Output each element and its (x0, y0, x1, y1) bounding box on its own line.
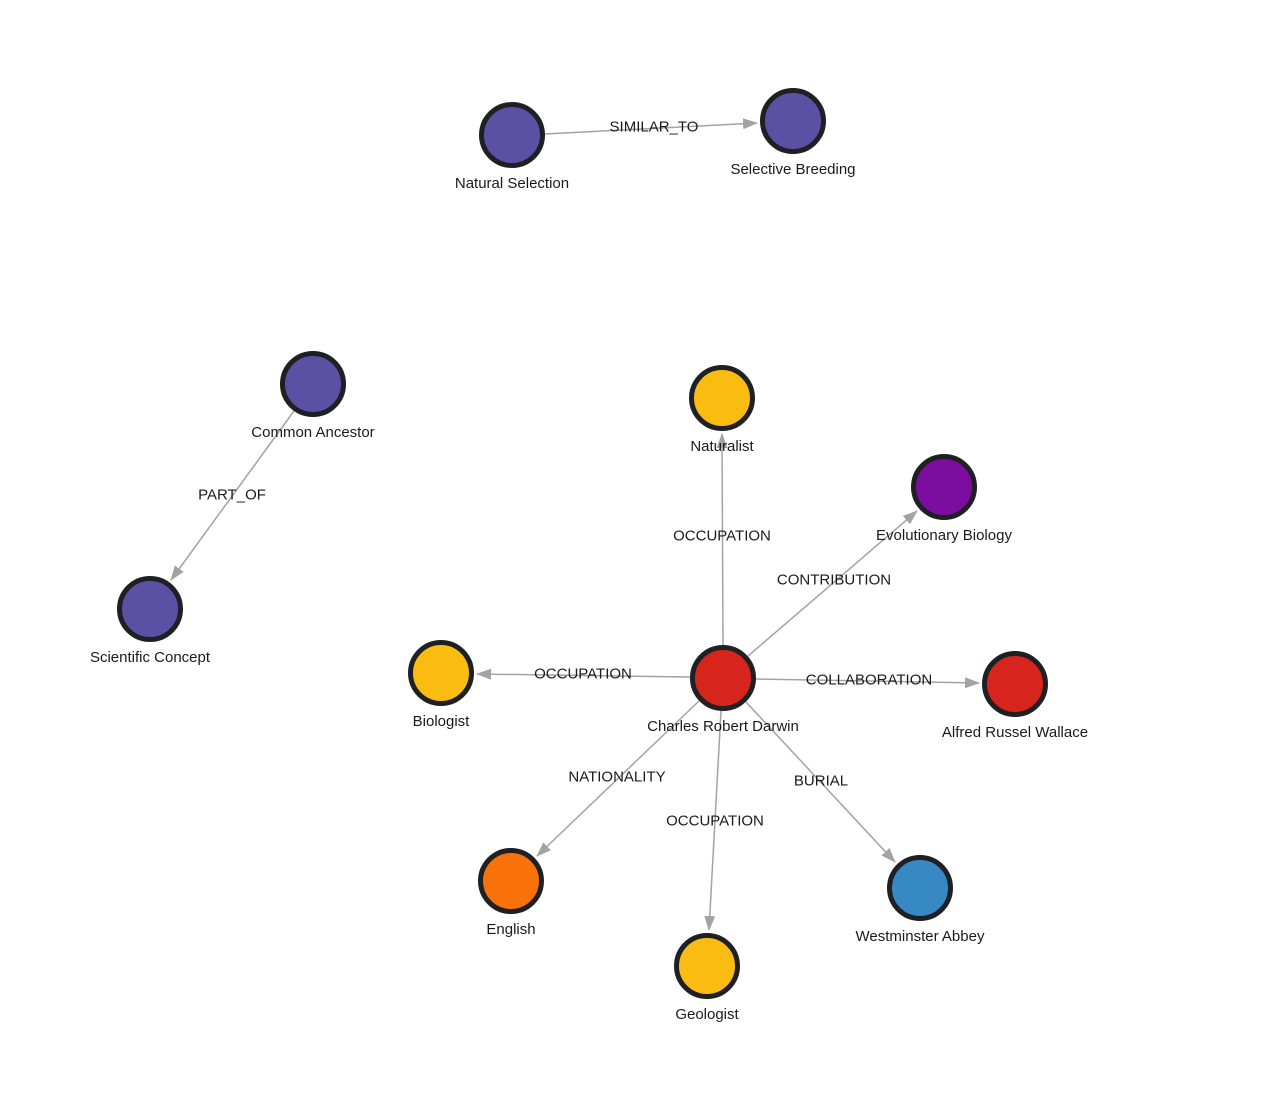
node-alfred-russel-wallace-circle[interactable] (982, 651, 1048, 717)
node-natural-selection-circle[interactable] (479, 102, 545, 168)
node-evolutionary-biology-circle[interactable] (911, 454, 977, 520)
edge-occupation-biologist[interactable] (476, 668, 691, 680)
edge-label-similar-to[interactable]: SIMILAR_TO (609, 118, 699, 136)
node-biologist-label: Biologist (412, 713, 470, 730)
edge-collaboration[interactable] (755, 677, 980, 689)
node-english-label: English (486, 921, 536, 938)
node-charles-robert-darwin-circle[interactable] (690, 645, 756, 711)
edge-similar-to[interactable] (544, 118, 758, 135)
edge-label-occupation-geologist[interactable]: OCCUPATION (666, 812, 764, 830)
edge-label-occupation-naturalist[interactable]: OCCUPATION (673, 527, 771, 545)
node-westminster-abbey-circle[interactable] (887, 855, 953, 921)
edge-label-nationality[interactable]: NATIONALITY (568, 768, 666, 786)
node-selective-breeding-label: Selective Breeding (730, 161, 856, 178)
edge-contribution[interactable] (747, 510, 918, 657)
edge-label-part-of[interactable]: PART_OF (198, 486, 266, 504)
edge-burial[interactable] (745, 701, 896, 863)
node-alfred-russel-wallace-label: Alfred Russel Wallace (941, 724, 1089, 741)
node-common-ancestor-label: Common Ancestor (251, 424, 375, 441)
node-evolutionary-biology-label: Evolutionary Biology (876, 527, 1012, 544)
node-english-circle[interactable] (478, 848, 544, 914)
edge-occupation-geologist[interactable] (704, 710, 722, 931)
node-scientific-concept-circle[interactable] (117, 576, 183, 642)
edge-label-occupation-biologist[interactable]: OCCUPATION (534, 665, 632, 683)
edge-occupation-naturalist[interactable] (716, 433, 728, 646)
node-natural-selection-label: Natural Selection (454, 175, 570, 192)
node-common-ancestor-circle[interactable] (280, 351, 346, 417)
edge-label-collaboration[interactable]: COLLABORATION (805, 671, 933, 689)
node-charles-robert-darwin-label: Charles Robert Darwin (647, 718, 799, 735)
edge-nationality[interactable] (536, 700, 700, 857)
node-naturalist-circle[interactable] (689, 365, 755, 431)
node-scientific-concept-label: Scientific Concept (89, 649, 211, 666)
node-geologist-label: Geologist (675, 1006, 739, 1023)
node-selective-breeding-circle[interactable] (760, 88, 826, 154)
node-geologist-circle[interactable] (674, 933, 740, 999)
edge-label-burial[interactable]: BURIAL (793, 772, 849, 790)
node-westminster-abbey-label: Westminster Abbey (855, 928, 985, 945)
edge-part-of[interactable] (170, 410, 295, 581)
node-naturalist-label: Naturalist (690, 438, 754, 455)
edge-label-contribution[interactable]: CONTRIBUTION (776, 571, 892, 589)
node-biologist-circle[interactable] (408, 640, 474, 706)
